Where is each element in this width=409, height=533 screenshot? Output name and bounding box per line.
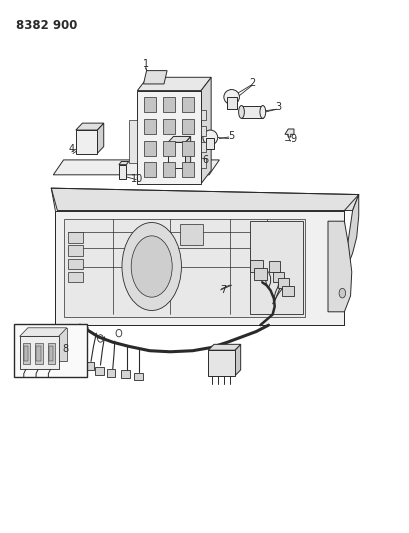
Bar <box>281 286 293 296</box>
Polygon shape <box>20 328 67 336</box>
Bar <box>200 142 205 152</box>
Bar <box>200 110 205 120</box>
Text: 10: 10 <box>131 174 143 183</box>
Polygon shape <box>119 161 128 165</box>
Ellipse shape <box>238 106 244 118</box>
Polygon shape <box>249 221 303 314</box>
Polygon shape <box>208 344 240 350</box>
Bar <box>67 259 83 269</box>
Polygon shape <box>55 211 344 325</box>
Bar <box>144 119 156 134</box>
Bar <box>76 130 97 154</box>
Bar <box>13 324 87 377</box>
Text: 6: 6 <box>202 155 207 165</box>
Bar <box>106 369 115 377</box>
Bar <box>24 346 28 361</box>
Bar <box>20 336 58 369</box>
Polygon shape <box>97 123 103 154</box>
Text: 3: 3 <box>275 102 281 111</box>
Bar <box>180 224 202 245</box>
Polygon shape <box>28 328 67 361</box>
Ellipse shape <box>202 130 217 145</box>
Text: 7: 7 <box>220 286 226 295</box>
Polygon shape <box>76 123 103 130</box>
Polygon shape <box>129 120 137 163</box>
Polygon shape <box>200 77 211 184</box>
Bar <box>208 350 234 376</box>
Bar <box>78 359 87 367</box>
Bar <box>49 346 53 361</box>
Text: 4: 4 <box>69 144 74 154</box>
Bar <box>121 370 129 378</box>
Bar <box>163 141 175 156</box>
Bar <box>134 373 142 380</box>
Bar <box>163 98 175 112</box>
Polygon shape <box>53 160 219 175</box>
Bar <box>163 119 175 134</box>
Ellipse shape <box>223 90 239 104</box>
Bar <box>137 91 200 184</box>
Text: 5: 5 <box>228 131 234 141</box>
Text: 9: 9 <box>290 134 295 143</box>
Bar <box>67 272 83 282</box>
Bar <box>254 268 267 280</box>
Polygon shape <box>168 136 190 142</box>
Bar <box>36 346 40 361</box>
Polygon shape <box>63 219 305 317</box>
Polygon shape <box>137 77 211 91</box>
Polygon shape <box>143 70 167 84</box>
Bar <box>67 245 83 256</box>
Ellipse shape <box>259 106 265 118</box>
Bar <box>119 165 126 179</box>
Polygon shape <box>234 344 240 376</box>
Bar <box>168 142 185 168</box>
Bar <box>144 98 156 112</box>
Bar <box>144 141 156 156</box>
Text: 8: 8 <box>63 344 68 354</box>
Polygon shape <box>327 221 351 312</box>
Bar <box>182 98 194 112</box>
Ellipse shape <box>131 236 172 297</box>
Text: 2: 2 <box>248 78 255 87</box>
Bar <box>277 278 289 288</box>
Bar <box>182 162 194 177</box>
Bar <box>35 343 43 364</box>
Bar <box>182 119 194 134</box>
Bar <box>67 232 83 243</box>
Polygon shape <box>344 195 358 266</box>
Bar <box>85 362 94 370</box>
Bar <box>95 367 104 375</box>
Polygon shape <box>284 129 293 137</box>
Bar <box>163 162 175 177</box>
Bar <box>226 97 236 109</box>
Bar <box>200 158 205 168</box>
Ellipse shape <box>338 288 345 298</box>
Bar <box>249 260 263 272</box>
Bar <box>206 138 214 149</box>
Bar <box>272 272 283 282</box>
Polygon shape <box>185 136 190 168</box>
Bar <box>200 126 205 136</box>
Bar <box>268 261 279 272</box>
Bar <box>241 106 262 118</box>
Bar <box>144 162 156 177</box>
Ellipse shape <box>122 222 181 310</box>
Polygon shape <box>51 188 358 211</box>
Bar <box>73 352 82 360</box>
Text: 1: 1 <box>142 59 148 69</box>
Bar <box>47 343 55 364</box>
Bar <box>182 141 194 156</box>
Bar <box>23 343 30 364</box>
Text: 8382 900: 8382 900 <box>16 19 78 31</box>
